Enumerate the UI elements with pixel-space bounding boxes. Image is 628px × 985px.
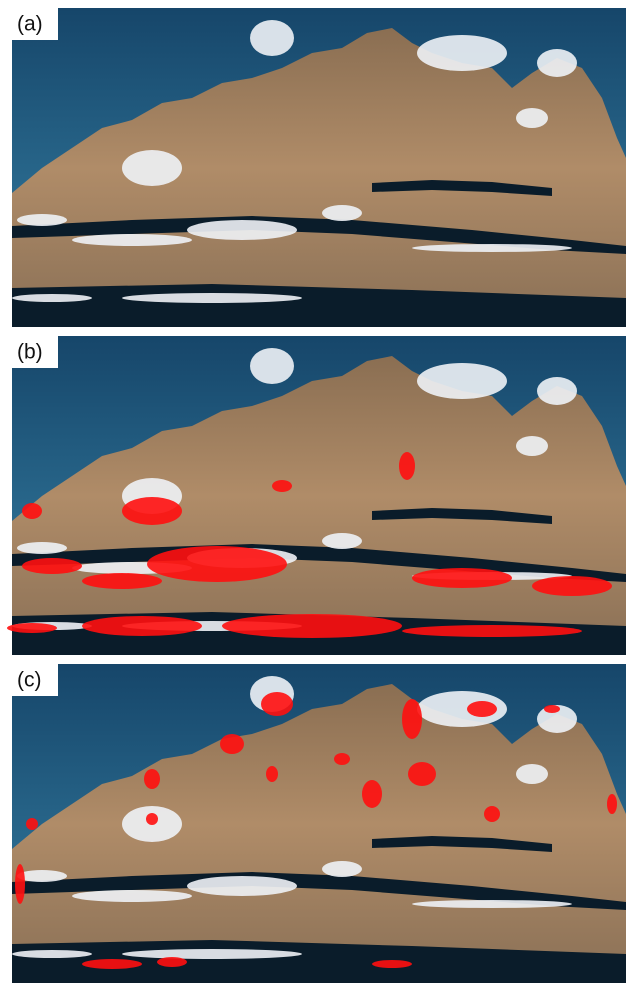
highlight-patch [544, 705, 560, 713]
snow-patch [537, 49, 577, 77]
highlight-patch [272, 480, 292, 492]
snow-patch [17, 542, 67, 554]
highlight-patch [399, 452, 415, 480]
highlight-patch [484, 806, 500, 822]
panel-label: (a) [17, 13, 43, 36]
highlight-patch [334, 753, 350, 765]
highlight-patch [144, 769, 160, 789]
snow-patch [417, 35, 507, 71]
highlight-patch [362, 780, 382, 808]
snow-patch [187, 876, 297, 896]
snow-patch [122, 150, 182, 186]
highlight-patch [467, 701, 497, 717]
highlight-patch [532, 576, 612, 596]
snow-patch [322, 861, 362, 877]
highlight-patch [402, 625, 582, 637]
highlight-patch [607, 794, 617, 814]
panel-label: (b) [17, 341, 43, 364]
highlight-patch [261, 692, 293, 716]
snow-patch [516, 108, 548, 128]
snow-patch [122, 949, 302, 959]
panel-label: (c) [17, 669, 42, 692]
highlight-patch [147, 546, 287, 582]
snow-patch [516, 764, 548, 784]
snow-patch [322, 205, 362, 221]
highlight-patch [122, 497, 182, 525]
snow-patch [17, 214, 67, 226]
snow-patch [12, 950, 92, 958]
snow-patch [250, 348, 294, 384]
image-panel: (b) [7, 336, 626, 655]
snow-patch [537, 377, 577, 405]
highlight-patch [82, 959, 142, 969]
snow-patch [72, 890, 192, 902]
highlight-patch [26, 818, 38, 830]
highlight-patch [146, 813, 158, 825]
highlight-patch [266, 766, 278, 782]
highlight-patch [7, 623, 57, 633]
highlight-patch [22, 558, 82, 574]
highlight-patch [15, 864, 25, 904]
snow-patch [250, 20, 294, 56]
image-panel: (a) [12, 8, 626, 327]
figure: (a) (b) (c) [0, 0, 628, 985]
snow-patch [187, 220, 297, 240]
highlight-patch [222, 614, 402, 638]
highlight-patch [157, 957, 187, 967]
snow-patch [122, 293, 302, 303]
highlight-patch [408, 762, 436, 786]
snow-patch [516, 436, 548, 456]
highlight-patch [372, 960, 412, 968]
highlight-patch [82, 573, 162, 589]
highlight-patch [22, 503, 42, 519]
snow-patch [412, 900, 572, 908]
snow-patch [72, 234, 192, 246]
image-panel: (c) [12, 664, 626, 983]
snow-patch [412, 244, 572, 252]
highlight-patch [412, 568, 512, 588]
snow-patch [12, 294, 92, 302]
snow-patch [322, 533, 362, 549]
highlight-patch [402, 699, 422, 739]
highlight-patch [220, 734, 244, 754]
snow-patch [417, 363, 507, 399]
highlight-patch [82, 616, 202, 636]
